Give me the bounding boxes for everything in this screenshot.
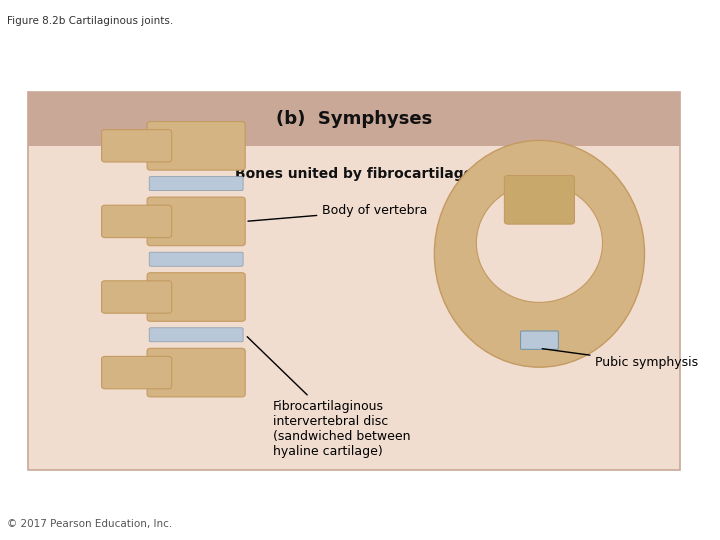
FancyBboxPatch shape [147,348,246,397]
Text: Fibrocartilaginous
intervertebral disc
(sandwiched between
hyaline cartilage): Fibrocartilaginous intervertebral disc (… [247,337,410,457]
FancyBboxPatch shape [147,273,246,321]
Ellipse shape [434,140,644,367]
FancyBboxPatch shape [149,252,243,266]
Text: Pubic symphysis: Pubic symphysis [542,349,698,369]
Text: Bones united by fibrocartilage: Bones united by fibrocartilage [235,167,473,181]
FancyBboxPatch shape [102,281,171,313]
FancyBboxPatch shape [147,122,246,170]
FancyBboxPatch shape [28,92,680,146]
FancyBboxPatch shape [102,356,171,389]
FancyBboxPatch shape [521,331,558,349]
Text: (b)  Symphyses: (b) Symphyses [276,110,432,128]
FancyBboxPatch shape [28,92,680,470]
Text: Body of vertebra: Body of vertebra [248,204,428,221]
Ellipse shape [477,184,603,302]
FancyBboxPatch shape [147,197,246,246]
FancyBboxPatch shape [149,177,243,191]
FancyBboxPatch shape [149,328,243,342]
FancyBboxPatch shape [102,205,171,238]
FancyBboxPatch shape [505,176,575,224]
Text: © 2017 Pearson Education, Inc.: © 2017 Pearson Education, Inc. [7,519,172,529]
FancyBboxPatch shape [102,130,171,162]
Text: Figure 8.2b Cartilaginous joints.: Figure 8.2b Cartilaginous joints. [7,16,174,26]
